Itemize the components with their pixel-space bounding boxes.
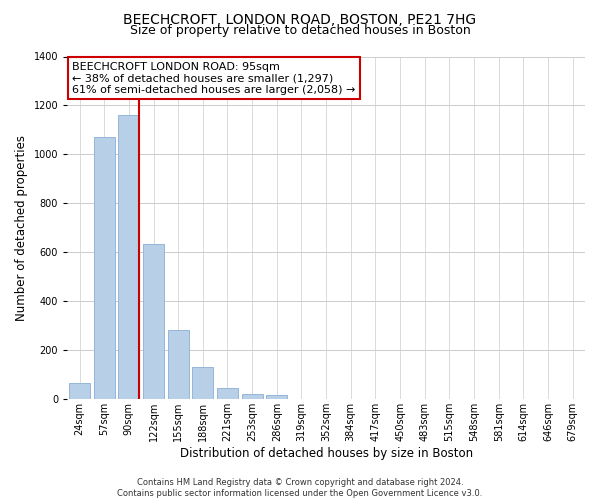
Bar bbox=[118, 116, 139, 400]
Bar bbox=[69, 384, 90, 400]
Bar bbox=[94, 138, 115, 400]
Y-axis label: Number of detached properties: Number of detached properties bbox=[15, 135, 28, 321]
Bar bbox=[143, 244, 164, 400]
Bar bbox=[193, 368, 213, 400]
Text: BEECHCROFT, LONDON ROAD, BOSTON, PE21 7HG: BEECHCROFT, LONDON ROAD, BOSTON, PE21 7H… bbox=[124, 12, 476, 26]
Bar bbox=[167, 330, 188, 400]
Text: Size of property relative to detached houses in Boston: Size of property relative to detached ho… bbox=[130, 24, 470, 37]
Bar bbox=[217, 388, 238, 400]
Text: BEECHCROFT LONDON ROAD: 95sqm
← 38% of detached houses are smaller (1,297)
61% o: BEECHCROFT LONDON ROAD: 95sqm ← 38% of d… bbox=[73, 62, 356, 95]
Bar bbox=[242, 394, 263, 400]
Text: Contains HM Land Registry data © Crown copyright and database right 2024.
Contai: Contains HM Land Registry data © Crown c… bbox=[118, 478, 482, 498]
X-axis label: Distribution of detached houses by size in Boston: Distribution of detached houses by size … bbox=[179, 447, 473, 460]
Bar bbox=[266, 395, 287, 400]
